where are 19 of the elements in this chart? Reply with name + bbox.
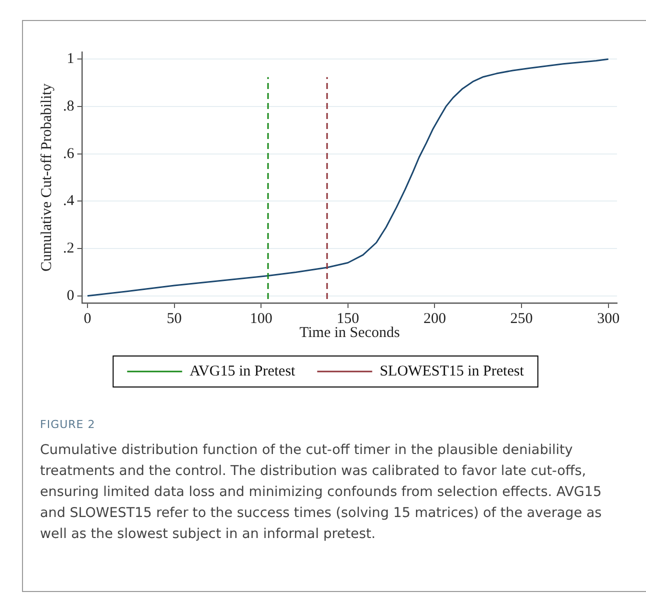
y-tick-label: .2 (63, 240, 74, 256)
x-tick-label: 250 (510, 310, 533, 327)
y-tick-label: .6 (63, 146, 75, 162)
caption: FIGURE 2 (40, 418, 96, 431)
x-axis-title: Time in Seconds (299, 324, 400, 341)
x-tick-label: 300 (597, 310, 620, 327)
y-axis-title: Cumulative Cut-off Probability (38, 82, 55, 272)
y-tick-label: .4 (63, 193, 75, 210)
x-tick-label: 200 (423, 310, 446, 327)
x-tick-label: 150 (336, 310, 360, 327)
y-tick-label: 1 (66, 51, 74, 68)
legend-label: AVG15 in Pretest (190, 363, 296, 380)
x-tick-label: 0 (84, 310, 92, 327)
y-tick-label: 0 (66, 288, 74, 304)
x-tick-label: 50 (166, 310, 182, 327)
legend-label: SLOWEST15 in Pretest (380, 363, 525, 380)
y-tick-label: .8 (63, 98, 74, 114)
text: Cumulative distribution function of the cut-off timer in the plausible deniability treatments and the control. The distribution was calibrated to favor late cut-offs, ensuring limited data loss and minimizing confounds from selection effects. AVG15 and SLOWEST15 refer to the success times (solving 15 matrices) of the average as well as the slowest subject in an informal pretest. (40, 441, 603, 544)
x-tick-label: 100 (250, 310, 272, 327)
